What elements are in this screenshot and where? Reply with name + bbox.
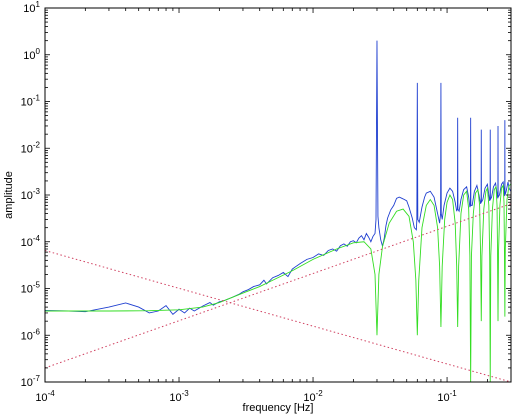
y-tick-base: 10 bbox=[21, 190, 33, 202]
series-line-0 bbox=[45, 40, 511, 315]
y-tick-base: 10 bbox=[21, 377, 33, 389]
y-tick-label: 10-5 bbox=[21, 281, 41, 296]
y-tick-label: 100 bbox=[23, 47, 40, 62]
y-tick-label: 10-2 bbox=[21, 140, 41, 155]
y-tick-base: 10 bbox=[21, 284, 33, 296]
y-tick-base: 10 bbox=[23, 3, 35, 15]
x-tick-base: 10 bbox=[437, 392, 449, 404]
y-tick-exp: 0 bbox=[36, 47, 41, 56]
x-tick-exp: -4 bbox=[48, 389, 56, 398]
x-tick-exp: -2 bbox=[316, 389, 324, 398]
x-tick-label: 10-2 bbox=[303, 389, 323, 404]
y-tick-exp: -3 bbox=[33, 187, 41, 196]
y-tick-exp: -4 bbox=[33, 234, 41, 243]
x-axis-label: frequency [Hz] bbox=[243, 402, 314, 414]
x-tick-label: 10-4 bbox=[35, 389, 55, 404]
x-tick-base: 10 bbox=[303, 392, 315, 404]
y-tick-base: 10 bbox=[21, 237, 33, 249]
plot-area bbox=[45, 8, 511, 382]
x-tick-base: 10 bbox=[35, 392, 47, 404]
y-tick-exp: -6 bbox=[33, 327, 41, 336]
x-tick-base: 10 bbox=[169, 392, 181, 404]
x-tick-label: 10-1 bbox=[437, 389, 457, 404]
y-tick-label: 10-3 bbox=[21, 187, 41, 202]
y-tick-label: 10-4 bbox=[21, 234, 41, 249]
y-tick-exp: 1 bbox=[36, 0, 41, 9]
series-line-1 bbox=[45, 183, 511, 382]
series-line-2 bbox=[45, 250, 511, 382]
y-tick-exp: -5 bbox=[33, 281, 41, 290]
y-tick-base: 10 bbox=[21, 97, 33, 109]
y-tick-exp: -1 bbox=[33, 94, 41, 103]
y-tick-label: 10-6 bbox=[21, 327, 41, 342]
x-tick-exp: -1 bbox=[450, 389, 458, 398]
series-layer bbox=[45, 40, 511, 382]
y-tick-label: 10-7 bbox=[21, 374, 41, 389]
y-tick-exp: -7 bbox=[33, 374, 41, 383]
label-layer: frequency [Hz] amplitude bbox=[3, 171, 313, 414]
y-tick-label: 10-1 bbox=[21, 94, 41, 109]
y-tick-base: 10 bbox=[23, 50, 35, 62]
tick-layer: 10-4 10-3 10-2 10-110-710-610-510-410-310-2… bbox=[21, 0, 512, 404]
y-axis-label: amplitude bbox=[3, 171, 15, 219]
y-tick-exp: -2 bbox=[33, 140, 41, 149]
y-tick-base: 10 bbox=[21, 143, 33, 155]
x-tick-label: 10-3 bbox=[169, 389, 189, 404]
y-tick-label: 101 bbox=[23, 0, 40, 15]
x-tick-exp: -3 bbox=[182, 389, 190, 398]
y-tick-base: 10 bbox=[21, 330, 33, 342]
